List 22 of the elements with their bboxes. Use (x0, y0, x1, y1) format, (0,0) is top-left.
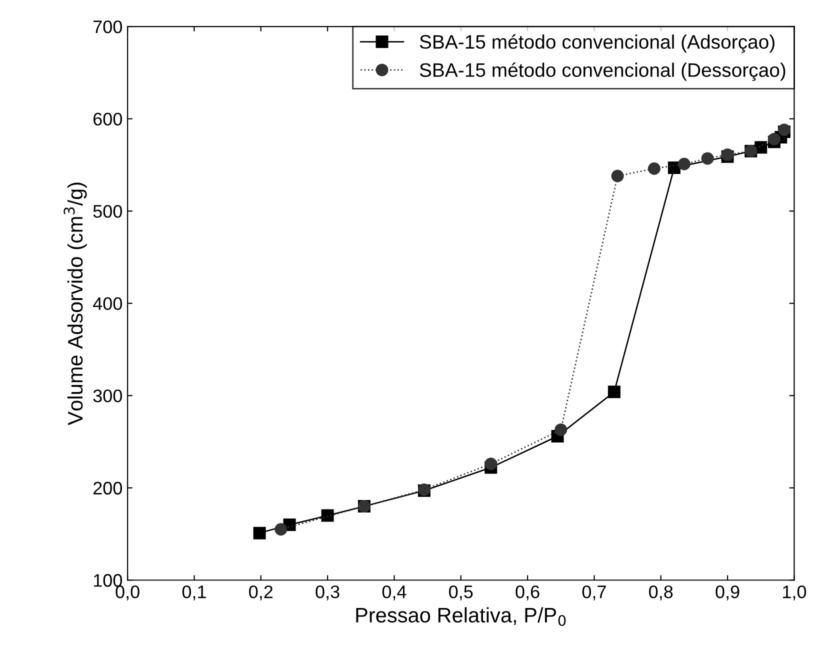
x-tick-label: 0,0 (116, 585, 140, 600)
x-tick-label: 0,4 (382, 585, 406, 600)
y-tick-label: 600 (94, 112, 122, 126)
y-tick-label: 300 (93, 390, 122, 402)
x-axis-title: Pressao Relativa, P/P$_{0}$ (356, 607, 566, 626)
x-tick-label: 0,3 (316, 585, 340, 600)
x-tick-label: 0,1 (182, 585, 206, 600)
x-tick-label: 0,2 (249, 585, 273, 600)
legend-label: SBA-15 método convencional (Dessorçao) (420, 62, 786, 81)
y-tick-label: 500 (93, 204, 122, 218)
y-tick-label: 700 (94, 20, 122, 34)
x-tick-label: 0,7 (582, 585, 606, 600)
y-tick-label: 400 (92, 297, 122, 310)
legend-label: SBA-15 método convencional (Adsorçao) (420, 34, 774, 53)
x-tick-label: 0,9 (716, 585, 740, 600)
x-tick-label: 1,0 (783, 585, 806, 600)
x-tick-label: 0,5 (449, 585, 473, 600)
y-tick-label: 200 (93, 482, 122, 495)
x-tick-label: 0,6 (516, 585, 540, 600)
y-axis-title: Volume Adsorvido (cm$^{3}$/g) (64, 182, 87, 426)
x-tick-label: 0,8 (649, 585, 673, 600)
y-tick-label: 100 (94, 574, 122, 587)
